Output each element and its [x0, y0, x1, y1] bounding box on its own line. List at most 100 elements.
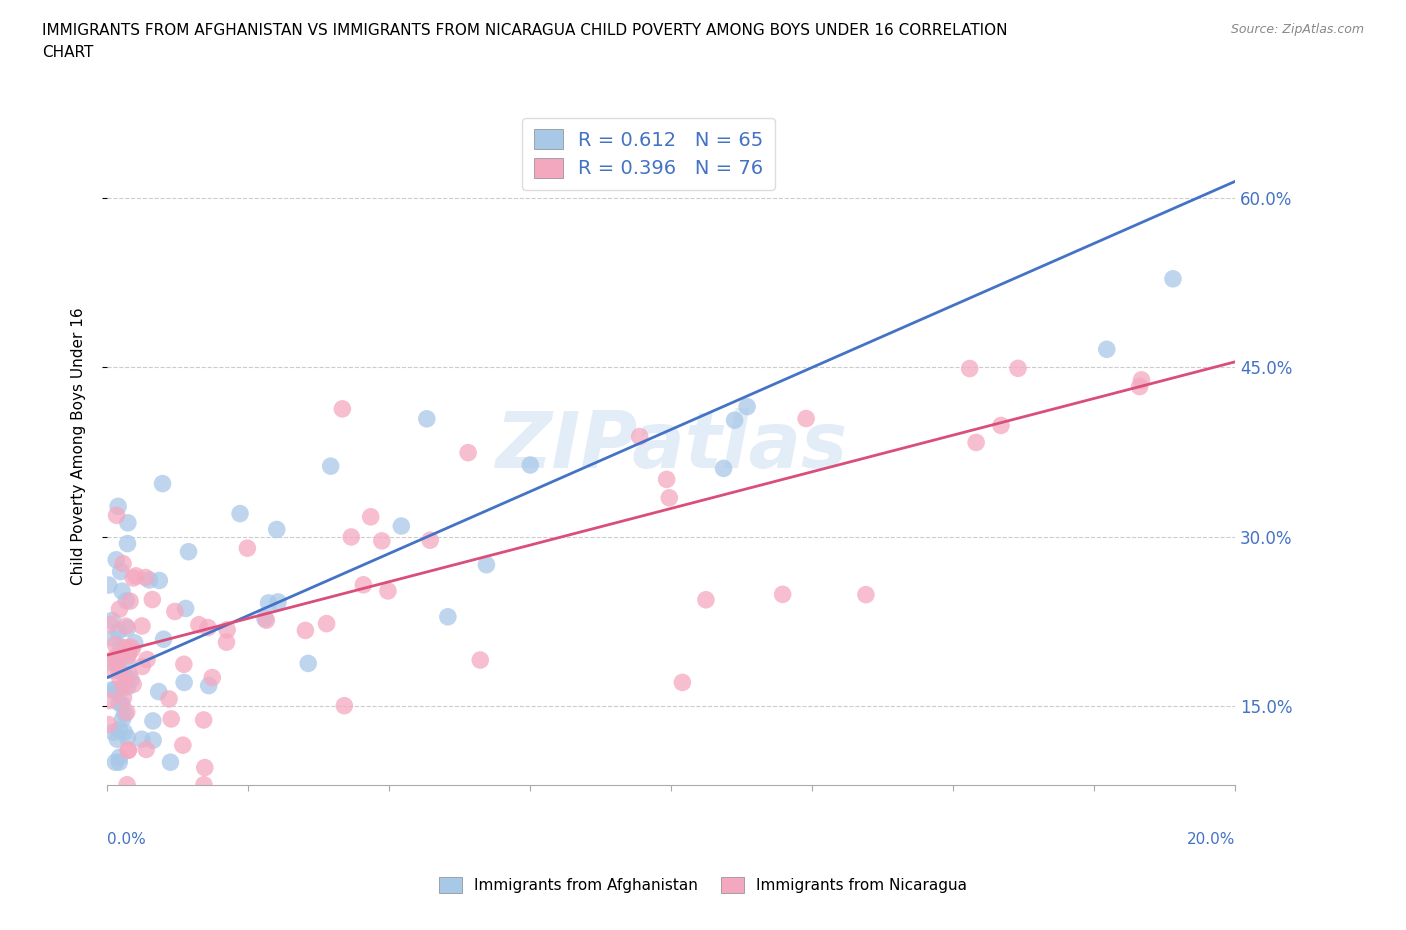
Point — [152, 476, 174, 491]
Point — [152, 631, 174, 646]
Point — [114, 706, 136, 721]
Point — [107, 498, 129, 513]
Point — [125, 568, 148, 583]
Point — [115, 777, 138, 792]
Point — [101, 683, 124, 698]
Point — [193, 712, 215, 727]
Point — [658, 490, 681, 505]
Point — [236, 540, 259, 555]
Point — [117, 621, 139, 636]
Point — [201, 671, 224, 685]
Legend: Immigrants from Afghanistan, Immigrants from Nicaragua: Immigrants from Afghanistan, Immigrants … — [433, 870, 973, 899]
Point — [98, 617, 121, 631]
Point — [131, 732, 153, 747]
Point — [118, 645, 141, 660]
Point — [157, 692, 180, 707]
Point — [197, 620, 219, 635]
Point — [105, 552, 128, 567]
Point — [112, 556, 135, 571]
Point — [135, 570, 157, 585]
Point — [138, 573, 160, 588]
Point — [297, 656, 319, 671]
Point — [628, 429, 651, 444]
Point — [142, 713, 165, 728]
Point — [177, 544, 200, 559]
Point — [173, 657, 195, 671]
Point — [1130, 373, 1153, 388]
Point — [254, 613, 277, 628]
Point — [266, 522, 288, 537]
Point — [108, 755, 131, 770]
Point — [117, 730, 139, 745]
Point — [108, 723, 131, 737]
Point — [115, 652, 138, 667]
Point — [419, 533, 441, 548]
Point — [197, 678, 219, 693]
Point — [105, 732, 128, 747]
Point — [114, 640, 136, 655]
Legend: R = 0.612   N = 65, R = 0.396   N = 76: R = 0.612 N = 65, R = 0.396 N = 76 — [522, 118, 775, 190]
Point — [159, 755, 181, 770]
Text: CHART: CHART — [42, 45, 94, 60]
Point — [110, 565, 132, 579]
Point — [330, 402, 353, 417]
Point — [114, 618, 136, 633]
Point — [352, 578, 374, 592]
Point — [148, 573, 170, 588]
Point — [103, 631, 125, 646]
Point — [215, 635, 238, 650]
Point — [111, 584, 134, 599]
Point — [136, 652, 159, 667]
Point — [108, 750, 131, 764]
Point — [194, 760, 217, 775]
Point — [141, 592, 163, 607]
Point — [118, 593, 141, 608]
Point — [105, 508, 128, 523]
Point — [111, 697, 134, 711]
Point — [101, 613, 124, 628]
Point — [104, 755, 127, 770]
Point — [117, 743, 139, 758]
Point — [115, 705, 138, 720]
Point — [115, 593, 138, 608]
Point — [1161, 272, 1184, 286]
Point — [108, 664, 131, 679]
Point — [253, 611, 276, 626]
Point — [117, 680, 139, 695]
Point — [437, 609, 460, 624]
Point — [340, 529, 363, 544]
Point — [148, 684, 170, 699]
Point — [131, 618, 153, 633]
Point — [122, 677, 145, 692]
Point — [333, 698, 356, 713]
Point — [131, 659, 153, 674]
Point — [104, 637, 127, 652]
Point — [723, 413, 745, 428]
Point — [475, 557, 498, 572]
Point — [163, 604, 186, 619]
Point — [360, 510, 382, 525]
Point — [104, 683, 127, 698]
Point — [118, 668, 141, 683]
Point — [174, 601, 197, 616]
Point — [794, 411, 817, 426]
Point — [121, 642, 143, 657]
Point — [107, 624, 129, 639]
Text: Source: ZipAtlas.com: Source: ZipAtlas.com — [1230, 23, 1364, 36]
Point — [1095, 342, 1118, 357]
Point — [112, 724, 135, 739]
Point — [1007, 361, 1029, 376]
Point — [229, 506, 252, 521]
Point — [377, 583, 399, 598]
Point — [112, 690, 135, 705]
Point — [104, 650, 127, 665]
Point — [519, 458, 541, 472]
Point — [108, 696, 131, 711]
Point — [671, 675, 693, 690]
Point — [160, 711, 183, 726]
Point — [713, 461, 735, 476]
Point — [111, 711, 134, 726]
Point — [110, 640, 132, 655]
Point — [735, 399, 758, 414]
Point — [319, 458, 342, 473]
